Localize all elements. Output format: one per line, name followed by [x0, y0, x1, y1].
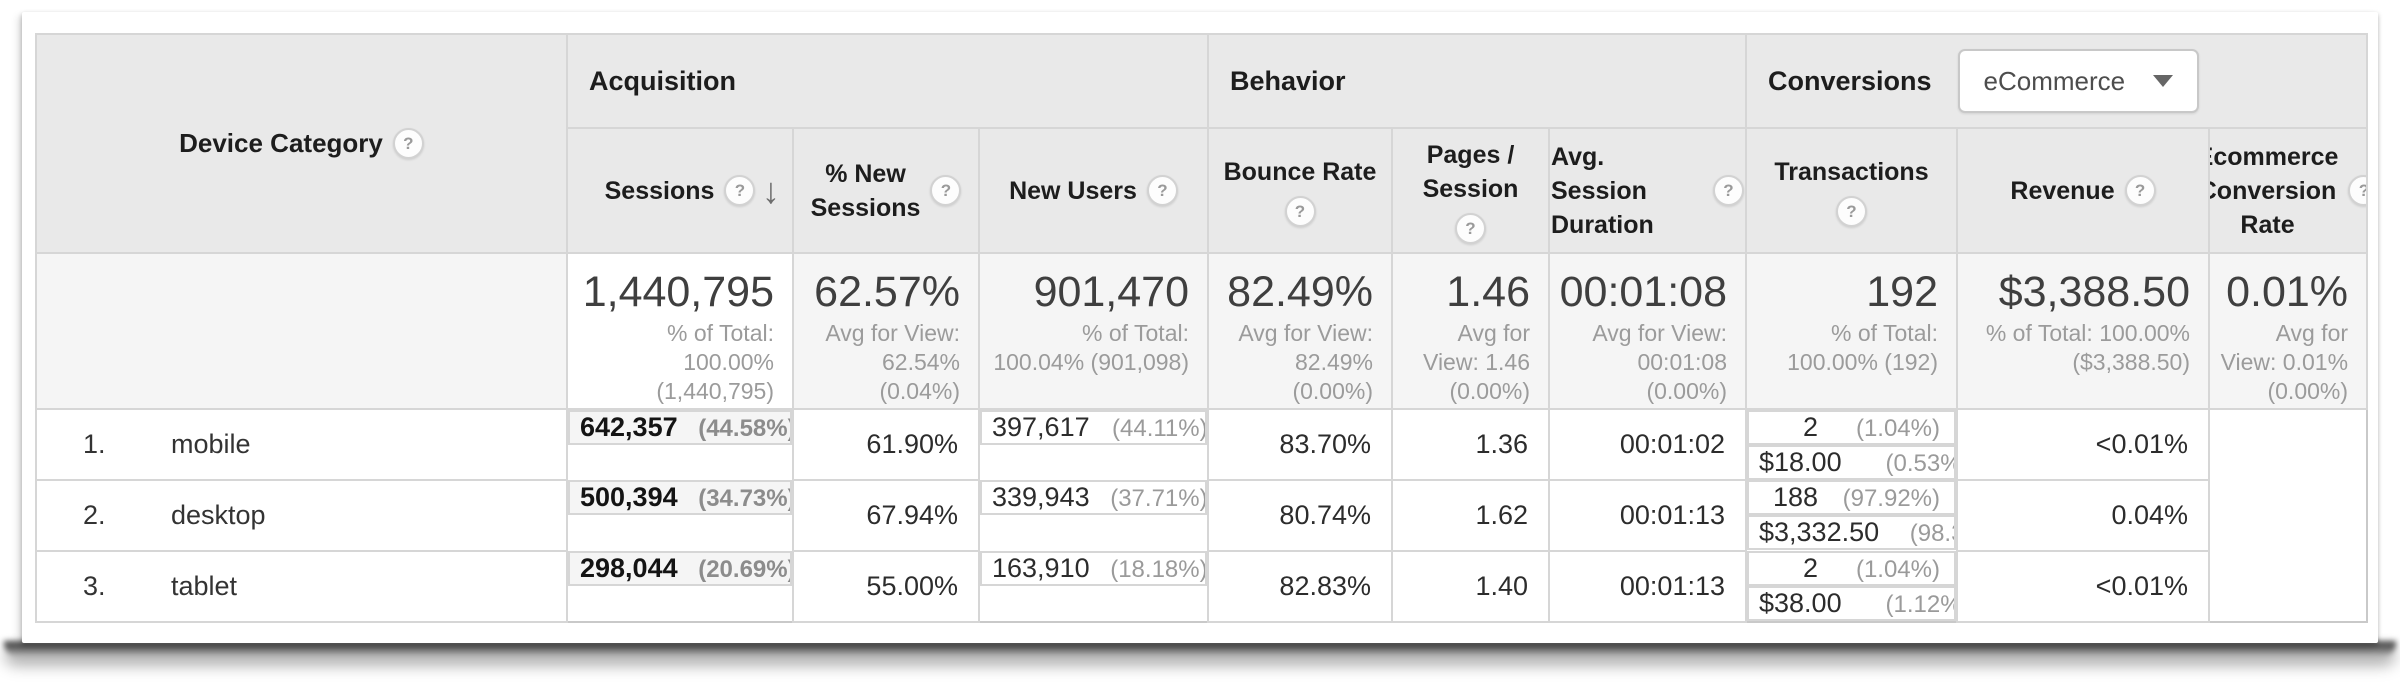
conversions-label: Conversions	[1768, 65, 1932, 96]
cell-revenue: $3,332.50 (98.35%)	[1747, 515, 1956, 550]
row-rank: 2.	[83, 500, 106, 530]
cell-new-users: 397,617 (44.11%)	[980, 410, 1207, 445]
help-icon[interactable]: ?	[2124, 175, 2156, 206]
cell-sessions: 642,357 (44.58%)	[568, 410, 792, 445]
help-icon[interactable]: ?	[1146, 175, 1178, 206]
help-icon[interactable]: ?	[2348, 175, 2366, 206]
help-icon[interactable]: ?	[1455, 212, 1486, 244]
sort-descending-icon[interactable]: ↓	[762, 169, 780, 211]
column-header-bounce-rate[interactable]: Bounce Rate ?	[1207, 127, 1393, 254]
column-header-sessions[interactable]: Sessions ? ↓	[566, 127, 794, 254]
cell-transactions: 2 (1.04%)	[1747, 410, 1956, 445]
card-bottom-shadow	[4, 641, 2396, 656]
column-header-transactions[interactable]: Transactions ?	[1745, 127, 1958, 254]
cell-avg-session-duration: 00:01:13	[1548, 550, 1747, 623]
device-name[interactable]: tablet	[171, 571, 238, 601]
cell-pct-new-sessions: 67.94%	[792, 479, 980, 552]
dropdown-arrow-icon	[2153, 75, 2174, 87]
column-header-avg-session-duration[interactable]: Avg. Session Duration ?	[1548, 127, 1747, 254]
column-header-ecommerce-conversion-rate[interactable]: Ecommerce Conversion Rate ?	[2207, 127, 2369, 254]
section-header-acquisition: Acquisition	[566, 33, 1209, 129]
cell-bounce-rate: 83.70%	[1207, 408, 1393, 481]
summary-avg-session-duration: 00:01:08 Avg for View: 00:01:08 (0.00%)	[1548, 252, 1747, 410]
cell-pages-session: 1.40	[1391, 550, 1550, 623]
cell-pages-session: 1.36	[1391, 408, 1550, 481]
help-icon[interactable]: ?	[724, 175, 756, 206]
cell-new-users: 163,910 (18.18%)	[980, 551, 1207, 586]
table-row: 2. desktop 500,394 (34.73%) 67.94% 339,94…	[35, 479, 2367, 552]
device-cell: 3. tablet	[35, 550, 568, 623]
conversions-goal-dropdown-value: eCommerce	[1983, 65, 2126, 96]
cell-avg-session-duration: 00:01:13	[1548, 479, 1747, 552]
cell-pct-new-sessions: 61.90%	[792, 408, 980, 481]
summary-bounce-rate: 82.49% Avg for View: 82.49% (0.00%)	[1207, 252, 1393, 410]
device-category-header-cell[interactable]: Device Category ?	[35, 33, 568, 254]
cell-pages-session: 1.62	[1391, 479, 1550, 552]
cell-pct-new-sessions: 55.00%	[792, 550, 980, 623]
cell-revenue: $18.00 (0.53%)	[1747, 445, 1956, 480]
summary-transactions: 192 % of Total: 100.00% (192)	[1745, 252, 1958, 410]
help-icon[interactable]: ?	[930, 175, 962, 206]
column-header-pct-new-sessions[interactable]: % New Sessions ?	[792, 127, 980, 254]
cell-transactions: 188 (97.92%)	[1747, 480, 1956, 515]
help-icon[interactable]: ?	[392, 128, 424, 159]
conversions-goal-dropdown[interactable]: eCommerce	[1957, 49, 2200, 113]
column-header-pages-session[interactable]: Pages / Session ?	[1391, 127, 1550, 254]
cell-ecommerce-conversion-rate: 0.04%	[1956, 479, 2210, 552]
summary-device-category-cell	[35, 252, 568, 410]
cell-ecommerce-conversion-rate: <0.01%	[1956, 550, 2210, 623]
summary-sessions: 1,440,795 % of Total: 100.00% (1,440,795…	[566, 252, 794, 410]
cell-transactions: 2 (1.04%)	[1747, 551, 1956, 586]
help-icon[interactable]: ?	[1284, 195, 1316, 227]
summary-new-users: 901,470 % of Total: 100.04% (901,098)	[978, 252, 1209, 410]
cell-new-users: 339,943 (37.71%)	[980, 480, 1207, 515]
device-category-report-table: Device Category ? Acquisition Behavior C…	[35, 33, 2369, 623]
table-row: 3. tablet 298,044 (20.69%) 55.00% 163,910…	[35, 550, 2367, 623]
column-header-new-users[interactable]: New Users ?	[978, 127, 1209, 254]
summary-pages-session: 1.46 Avg for View: 1.46 (0.00%)	[1391, 252, 1550, 410]
summary-ecommerce-conversion-rate: 0.01% Avg for View: 0.01% (0.00%)	[2207, 252, 2369, 410]
table-row: 1. mobile 642,357 (44.58%) 61.90% 397,617…	[35, 408, 2367, 481]
cell-bounce-rate: 80.74%	[1207, 479, 1393, 552]
column-header-revenue[interactable]: Revenue ?	[1956, 127, 2210, 254]
device-cell: 1. mobile	[35, 408, 568, 481]
cell-bounce-rate: 82.83%	[1207, 550, 1393, 623]
cell-avg-session-duration: 00:01:02	[1548, 408, 1747, 481]
cell-sessions: 298,044 (20.69%)	[568, 551, 792, 586]
device-category-header-label: Device Category	[179, 128, 383, 158]
cell-revenue: $38.00 (1.12%)	[1747, 586, 1956, 621]
cell-sessions: 500,394 (34.73%)	[568, 480, 792, 515]
cell-ecommerce-conversion-rate: <0.01%	[1956, 408, 2210, 481]
summary-revenue: $3,388.50 % of Total: 100.00% ($3,388.50…	[1956, 252, 2210, 410]
help-icon[interactable]: ?	[1713, 175, 1744, 206]
section-header-conversions: Conversions eCommerce	[1744, 33, 2369, 129]
help-icon[interactable]: ?	[1836, 195, 1867, 227]
section-header-behavior: Behavior	[1207, 33, 1747, 129]
device-cell: 2. desktop	[35, 479, 568, 552]
device-name[interactable]: desktop	[171, 500, 266, 530]
device-name[interactable]: mobile	[171, 429, 251, 459]
row-rank: 1.	[83, 429, 106, 459]
analytics-report-card: Device Category ? Acquisition Behavior C…	[22, 12, 2378, 643]
summary-pct-new-sessions: 62.57% Avg for View: 62.54% (0.04%)	[792, 252, 980, 410]
row-rank: 3.	[83, 571, 106, 601]
